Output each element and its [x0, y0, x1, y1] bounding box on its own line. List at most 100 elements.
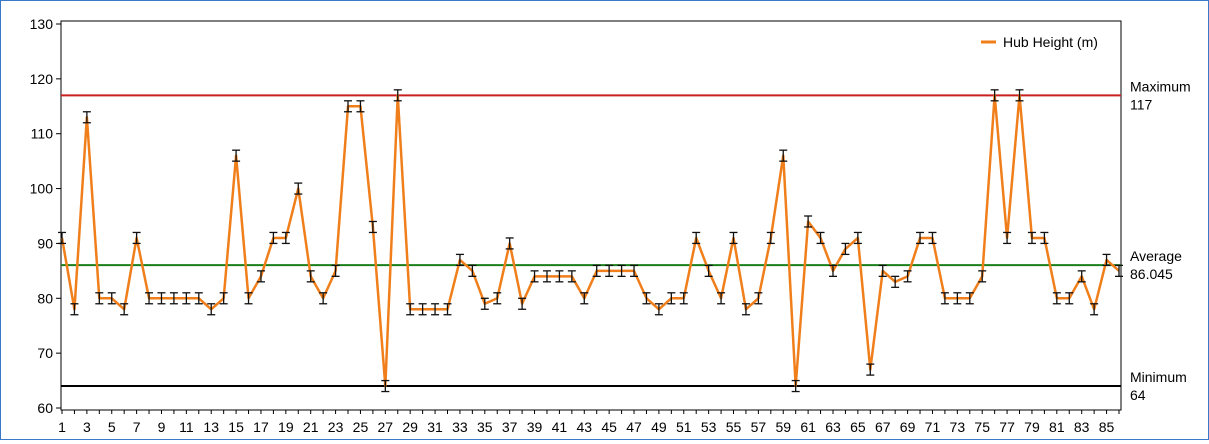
x-tick-label: 79	[1024, 419, 1040, 435]
error-bars	[58, 89, 1123, 393]
data-point	[667, 292, 676, 305]
legend-label: Hub Height (m)	[1003, 34, 1098, 50]
data-point	[306, 270, 315, 283]
reference-label-average: Average	[1130, 248, 1182, 264]
data-point	[1115, 264, 1123, 277]
data-point	[617, 264, 626, 277]
data-point	[766, 231, 775, 245]
data-point	[791, 379, 800, 393]
data-point	[331, 264, 340, 277]
x-tick-label: 17	[253, 419, 269, 435]
x-tick-label: 1	[58, 419, 66, 435]
data-point	[965, 292, 974, 305]
x-axis: 1 3 5 7 9 11 13 15 17 19 21 23 25 27 29 31 33 35 37 39 41 43 4…	[58, 410, 1120, 435]
data-point	[555, 270, 564, 283]
y-tick-label: 70	[37, 345, 53, 361]
y-tick-label: 90	[37, 235, 53, 251]
x-tick-label: 77	[999, 419, 1015, 435]
data-point	[368, 220, 377, 234]
x-tick-label: 47	[626, 419, 642, 435]
data-point	[1003, 231, 1012, 245]
data-point	[207, 303, 216, 316]
x-tick-label: 13	[203, 419, 219, 435]
data-point	[468, 264, 477, 277]
data-point	[232, 149, 241, 162]
x-tick-label: 41	[552, 419, 568, 435]
reference-label-maximum: Maximum	[1130, 78, 1191, 94]
reference-labels: Maximum 117 Average 86.045 Minimum 64	[1130, 78, 1191, 403]
data-point	[630, 264, 639, 277]
y-tick-label: 120	[30, 71, 54, 87]
data-point	[1027, 231, 1036, 245]
x-tick-label: 65	[850, 419, 866, 435]
x-tick-label: 39	[527, 419, 543, 435]
data-point	[319, 292, 328, 305]
data-point	[95, 292, 104, 305]
series-layer	[60, 94, 1120, 388]
series-line-hub-height	[60, 94, 1120, 388]
x-tick-label: 49	[651, 419, 667, 435]
reference-lines	[61, 94, 1121, 388]
data-point	[58, 231, 66, 245]
data-point	[1015, 89, 1024, 102]
x-tick-label: 45	[601, 419, 617, 435]
data-point	[916, 231, 925, 245]
data-point	[1065, 292, 1074, 305]
data-point	[157, 292, 166, 305]
y-tick-label: 80	[37, 290, 53, 306]
data-point	[269, 231, 278, 245]
y-tick-label: 60	[37, 400, 53, 416]
data-point	[418, 303, 427, 316]
x-tick-label: 9	[158, 419, 166, 435]
x-tick-label: 81	[1049, 419, 1065, 435]
x-tick-label: 33	[452, 419, 468, 435]
data-point	[779, 149, 788, 162]
data-point	[480, 297, 489, 310]
data-point	[294, 182, 303, 195]
data-point	[592, 264, 601, 277]
data-point	[754, 292, 763, 305]
data-point	[567, 270, 576, 283]
x-tick-label: 85	[1099, 419, 1115, 435]
x-tick-label: 19	[278, 419, 294, 435]
data-point	[518, 297, 527, 310]
y-tick-label: 100	[30, 181, 54, 197]
y-tick-label: 110	[31, 126, 54, 142]
data-point	[605, 264, 614, 277]
x-tick-label: 75	[974, 419, 990, 435]
legend: Hub Height (m)	[981, 34, 1098, 50]
data-point	[828, 264, 837, 277]
data-point	[281, 231, 290, 245]
data-point	[406, 303, 415, 316]
reference-value-minimum: 64	[1130, 387, 1146, 403]
x-tick-label: 21	[303, 419, 319, 435]
data-point	[455, 253, 464, 267]
data-point	[219, 292, 228, 305]
data-point	[679, 292, 688, 305]
reference-value-average: 86.045	[1130, 266, 1173, 282]
data-point	[841, 242, 850, 256]
data-point	[493, 292, 502, 305]
data-point	[1052, 292, 1061, 305]
x-tick-label: 83	[1074, 419, 1090, 435]
x-tick-label: 55	[726, 419, 742, 435]
x-tick-label: 57	[751, 419, 767, 435]
data-point	[356, 100, 365, 113]
data-point	[804, 215, 813, 228]
x-tick-label: 27	[378, 419, 394, 435]
reference-value-maximum: 117	[1130, 96, 1153, 112]
x-tick-label: 29	[402, 419, 418, 435]
data-point	[145, 292, 154, 305]
x-tick-label: 53	[701, 419, 717, 435]
data-point	[1102, 253, 1111, 267]
x-tick-label: 11	[179, 419, 194, 435]
x-tick-label: 67	[875, 419, 891, 435]
data-point	[903, 270, 912, 283]
y-tick-label: 130	[30, 16, 54, 32]
data-point	[741, 303, 750, 316]
data-point	[717, 292, 726, 305]
data-point	[692, 231, 701, 245]
data-point	[344, 100, 353, 113]
x-tick-label: 31	[427, 419, 443, 435]
